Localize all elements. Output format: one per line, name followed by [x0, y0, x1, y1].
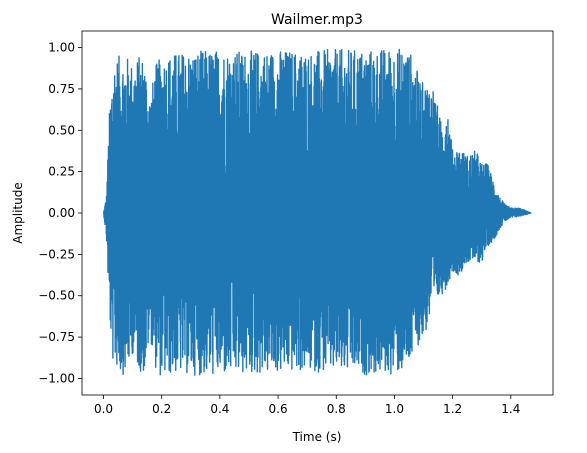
- waveform-line: [102, 48, 532, 376]
- y-tick-label: −0.50: [38, 289, 75, 303]
- x-tick-label: 0.4: [210, 402, 229, 416]
- x-axis-ticks: 0.0 0.2 0.4 0.6 0.8 1.0 1.2 1.4: [94, 395, 520, 416]
- x-tick-label: 0.0: [94, 402, 113, 416]
- y-axis-label: Amplitude: [11, 182, 25, 244]
- x-tick-label: 0.6: [269, 402, 288, 416]
- chart-title: Wailmer.mp3: [271, 12, 363, 28]
- y-axis-ticks: −1.00 −0.75 −0.50 −0.25 0.00 0.25 0.50 0.75 1.00: [38, 41, 82, 385]
- y-tick-label: 0.75: [48, 82, 75, 96]
- x-tick-label: 1.4: [501, 402, 520, 416]
- y-tick-label: −1.00: [38, 371, 75, 385]
- y-tick-label: 0.50: [48, 123, 75, 137]
- x-tick-label: 1.0: [385, 402, 404, 416]
- x-tick-label: 1.2: [443, 402, 462, 416]
- x-tick-label: 0.2: [152, 402, 171, 416]
- x-tick-label: 0.8: [327, 402, 346, 416]
- x-axis-label: Time (s): [292, 430, 342, 444]
- y-tick-label: 1.00: [48, 41, 75, 55]
- waveform-series: [102, 48, 532, 376]
- y-tick-label: −0.75: [38, 330, 75, 344]
- y-tick-label: −0.25: [38, 247, 75, 261]
- y-tick-label: 0.25: [48, 165, 75, 179]
- y-tick-label: 0.00: [48, 206, 75, 220]
